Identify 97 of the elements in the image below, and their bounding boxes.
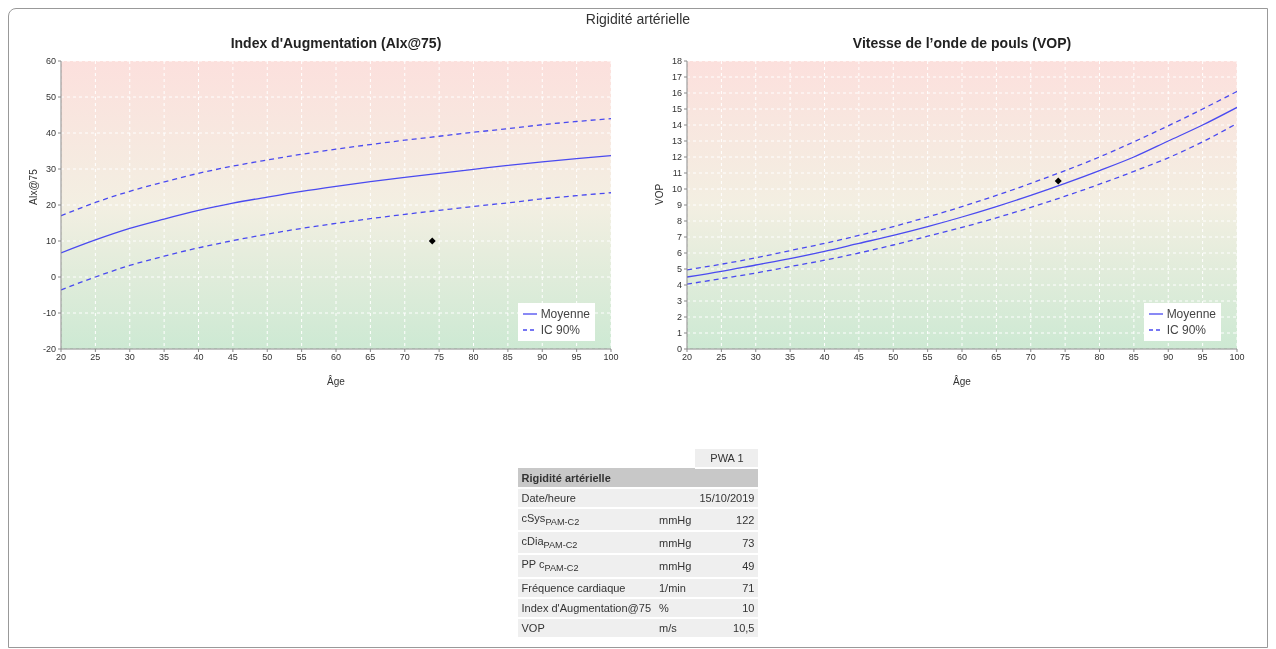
category-label: Fréquence cardiaque (521, 581, 626, 594)
y-tick-label: 8 (676, 216, 682, 227)
x-tick-label: 85 (1128, 352, 1139, 363)
category-label: cDia$_{PAM-C2}$ (521, 535, 578, 551)
y-tick-label: 40 (45, 128, 56, 139)
x-tick-label: 45 (227, 352, 238, 363)
line-series (61, 192, 611, 291)
y-tick-label: 30 (45, 164, 56, 175)
x-tick-label: 80 (468, 352, 479, 363)
line-series (61, 155, 611, 254)
y-tick-label: 15 (671, 104, 682, 115)
x-tick-label: 65 (991, 352, 1002, 363)
x-tick-label: 40 (819, 352, 830, 363)
y-tick-label: 14 (671, 120, 682, 131)
y-tick-label: 10 (671, 184, 682, 195)
text: 73 (742, 536, 755, 549)
y-tick-label: 7 (676, 232, 682, 243)
y-tick-label: 10 (45, 236, 56, 247)
text: % (659, 601, 669, 614)
y-tick-label: 13 (671, 136, 682, 147)
x-tick-label: 90 (537, 352, 548, 363)
x-axis-title: Âge (953, 375, 972, 387)
x-tick-label: 50 (888, 352, 899, 363)
category-label: cSys$_{PAM-C2}$ (521, 512, 580, 528)
x-tick-label: 45 (853, 352, 864, 363)
y-tick-label: 6 (676, 248, 682, 259)
x-tick-label: 95 (1197, 352, 1208, 363)
text: 1/min (659, 581, 686, 594)
x-tick-label: 70 (1025, 352, 1036, 363)
text: 10,5 (733, 621, 755, 634)
text: 122 (736, 513, 755, 526)
chart-title: Index d'Augmentation (AIx@75) (229, 35, 443, 51)
y-axis-title: VOP (653, 183, 665, 205)
x-tick-label: 50 (262, 352, 273, 363)
text: Rigidité artérielle (584, 10, 692, 29)
y-tick-label: 0 (676, 344, 682, 355)
x-tick-label: 30 (750, 352, 761, 363)
category-label: Date/heure (521, 492, 576, 504)
text: m/s (659, 621, 677, 634)
x-tick-label: 20 (55, 352, 67, 363)
x-tick-label: 100 (1229, 352, 1245, 363)
x-tick-label: 70 (399, 352, 410, 363)
y-tick-label: 0 (50, 272, 56, 283)
text: mmHg (659, 559, 692, 572)
legend-label: Moyenne (540, 306, 590, 322)
x-tick-label: 55 (296, 352, 307, 363)
x-tick-label: 55 (922, 352, 933, 363)
x-tick-label: 85 (502, 352, 513, 363)
x-axis-title: Âge (327, 375, 346, 387)
y-tick-label: 18 (671, 56, 682, 67)
line-series (61, 117, 611, 217)
x-tick-label: 90 (1163, 352, 1174, 363)
text: 15/10/2019 (699, 492, 755, 504)
y-tick-label: -20 (42, 344, 56, 355)
x-tick-label: 40 (193, 352, 204, 363)
x-tick-label: 60 (330, 352, 342, 363)
chart-title: Vitesse de l’onde de pouls (VOP) (851, 35, 1073, 51)
legend-label: IC 90% (1166, 322, 1206, 338)
y-tick-label: 1 (676, 328, 682, 339)
y-tick-label: 16 (671, 88, 682, 99)
text: mmHg (659, 536, 692, 549)
x-tick-label: 65 (365, 352, 376, 363)
text: 10 (742, 601, 755, 614)
legend-label: IC 90% (540, 322, 580, 338)
x-tick-label: 95 (571, 352, 582, 363)
legend-label: Moyenne (1166, 306, 1216, 322)
y-tick-label: 4 (676, 280, 682, 291)
text: mmHg (659, 513, 692, 526)
y-tick-label: 50 (45, 92, 56, 103)
y-tick-label: 11 (672, 168, 682, 179)
x-tick-label: 75 (1060, 352, 1071, 363)
x-tick-label: 100 (603, 352, 619, 363)
y-tick-label: 12 (671, 152, 682, 163)
y-tick-label: 60 (45, 56, 56, 67)
category-label: VOP (521, 621, 545, 634)
category-label: PP c$_{PAM-C2}$ (521, 558, 579, 574)
x-tick-label: 75 (434, 352, 445, 363)
category-label: PWA 1 (695, 449, 759, 468)
x-tick-label: 80 (1094, 352, 1105, 363)
text: 71 (742, 581, 755, 594)
x-tick-label: 35 (785, 352, 796, 363)
text: 49 (742, 559, 755, 572)
y-tick-label: 20 (45, 200, 56, 211)
text: Rigidité artérielle (517, 468, 759, 488)
category-label: Index d'Augmentation@75 (521, 601, 651, 614)
x-tick-label: 35 (159, 352, 170, 363)
y-tick-label: 17 (671, 72, 682, 83)
x-tick-label: 60 (956, 352, 968, 363)
x-tick-label: 25 (716, 352, 727, 363)
y-tick-label: 2 (676, 312, 682, 323)
y-tick-label: 9 (676, 200, 682, 211)
y-tick-label: 5 (676, 264, 682, 275)
x-tick-label: 30 (124, 352, 135, 363)
x-tick-label: 25 (90, 352, 101, 363)
y-axis-title: AIx@75 (27, 168, 39, 205)
y-tick-label: 3 (676, 296, 682, 307)
y-tick-label: -10 (42, 308, 56, 319)
